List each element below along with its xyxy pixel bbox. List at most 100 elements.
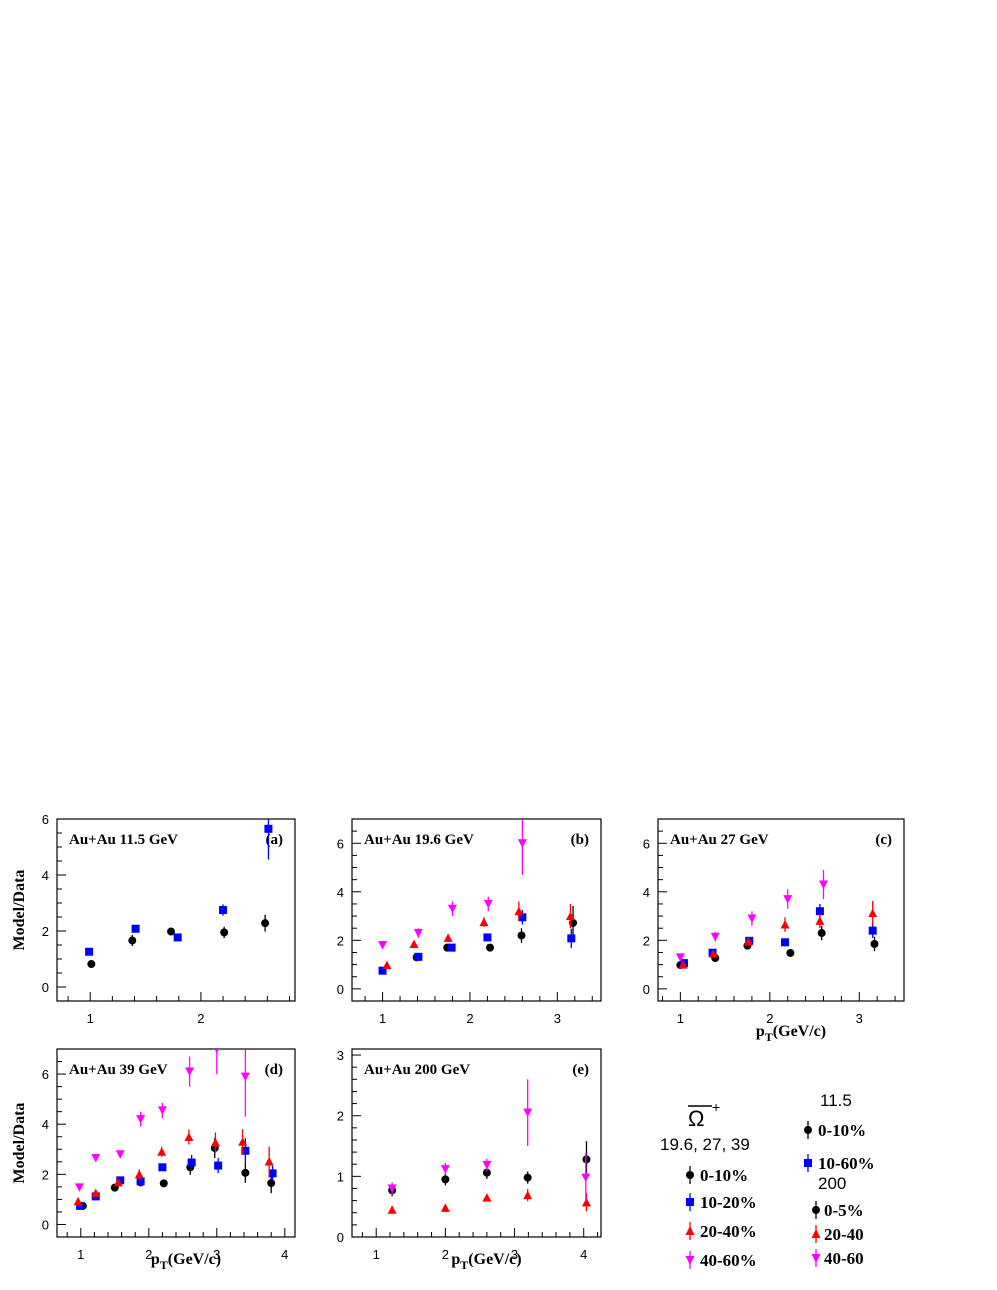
data-point-triangle-up [382,960,392,970]
y-tick-label: 4 [42,1117,49,1132]
data-point-triangle-up [581,1197,591,1207]
data-point-triangle-down [517,839,527,848]
legend-label: 10-60% [818,1154,875,1173]
legend-right-entry-5: 40-60 [811,1249,864,1268]
data-point-circle [241,1168,250,1177]
panel-label: (d) [265,1062,283,1078]
legend-label: 0-5% [824,1201,864,1220]
panel-d: 1 2 3 4 0 2 4 6 Au+Au 39 GeV (d) Model/Data pT(GeV/… [11,1048,296,1272]
data-point-circle [582,1155,591,1164]
data-point-circle [87,960,96,969]
data-point-square [85,947,94,956]
data-point-circle [441,1175,450,1184]
legend-particle: Ω [688,1106,704,1131]
legend-left-entry-4: 40-60% [685,1251,757,1270]
data-point-triangle-up [523,1190,533,1200]
series-layer [675,869,879,970]
panel-title: Au+Au 200 GeV [364,1062,470,1078]
data-point-triangle-down [185,1067,195,1077]
y-tick-label: 4 [42,868,49,883]
legend-right-entry-1: 0-10% [804,1121,866,1140]
data-point-triangle-down [387,1184,397,1193]
data-point-triangle-up [743,937,753,946]
data-point-triangle-up [514,906,524,916]
plot-frame [351,818,602,1002]
data-point-square [241,1146,250,1155]
x-tick-label: 2 [145,1247,152,1262]
x-tick-label: 2 [766,1011,773,1026]
y-tick-label: 4 [337,885,344,900]
x-axis-label: pT(GeV/c) [451,1251,521,1272]
data-point-square [815,907,824,916]
plot-frame [351,1048,602,1238]
data-point-circle [128,936,137,945]
data-point-circle [523,1173,532,1182]
legend-label: 20-40 [824,1225,864,1244]
series-layer [85,819,273,969]
data-point-square [781,938,790,947]
legend-label: 40-60% [700,1251,757,1270]
y-tick-label: 6 [337,836,344,851]
legend-left-entry-3: 20-40% [685,1222,757,1241]
data-point-triangle-down [523,1108,533,1118]
x-tick-label: 1 [87,1011,94,1026]
data-point-triangle-up [238,1137,248,1146]
legend-right-entry-3: 0-5% [812,1201,864,1220]
legend-label: 0-10% [818,1121,866,1140]
data-point-square [378,966,387,975]
x-tick-label: 3 [856,1011,863,1026]
data-point-circle [786,948,795,957]
panel-e: 1 2 3 4 0 1 2 3 Au+Au 200 GeV (e) pT(GeV/c) [337,1048,602,1272]
data-point-triangle-up [73,1196,83,1206]
data-point-circle [159,1179,168,1188]
legend-particle-sup: + [712,1099,720,1115]
data-point-square [131,924,140,933]
x-tick-label: 3 [554,1011,561,1026]
legend-triangle-down-marker [685,1256,695,1265]
y-tick-label: 0 [337,1230,344,1245]
data-point-triangle-down [91,1154,101,1163]
legend-square-marker [804,1159,812,1167]
data-point-triangle-down [136,1115,146,1124]
legend-circle-marker [804,1126,812,1134]
legend-left-entry-1: 0-10% [686,1166,748,1185]
panel-title: Au+Au 11.5 GeV [69,832,178,848]
data-point-triangle-down [440,1165,450,1174]
y-tick-label: 3 [337,1048,344,1063]
data-point-triangle-down [240,1072,250,1082]
legend-label: 20-40% [700,1222,757,1241]
legend-triangle-up-marker [811,1229,821,1238]
data-point-circle [486,943,495,952]
data-point-triangle-down [581,1173,591,1183]
legend-right-entry-2: 10-60% [804,1154,875,1173]
data-point-triangle-down [482,1160,492,1170]
plot-frame [657,818,905,1002]
data-point-square [214,1161,223,1170]
data-point-triangle-up [157,1147,167,1156]
legend-label: 10-20% [700,1193,757,1212]
data-point-triangle-down [214,1049,220,1054]
legend-group-right-1: 11.5 [820,1091,852,1110]
y-tick-label: 0 [643,982,650,997]
data-point-triangle-up [815,916,825,925]
data-point-square [414,952,423,961]
x-axis-label: pT(GeV/c) [151,1251,221,1272]
panel-label: (b) [571,832,589,848]
data-point-square [219,906,228,914]
data-point-triangle-up [678,960,688,969]
data-point-triangle-down [747,914,757,923]
data-point-triangle-down [483,899,493,909]
data-point-triangle-up [479,917,489,927]
data-point-triangle-down [413,929,423,938]
data-point-square [868,926,877,935]
data-point-circle [267,1179,276,1188]
data-point-square [76,1201,85,1210]
y-tick-label: 6 [42,812,49,827]
x-tick-label: 2 [197,1011,204,1026]
y-tick-label: 0 [42,1217,49,1232]
data-point-square [447,943,456,952]
data-point-triangle-up [184,1132,194,1141]
panel-title: Au+Au 27 GeV [670,832,769,848]
data-point-square [187,1158,196,1167]
y-tick-label: 6 [42,1067,49,1082]
